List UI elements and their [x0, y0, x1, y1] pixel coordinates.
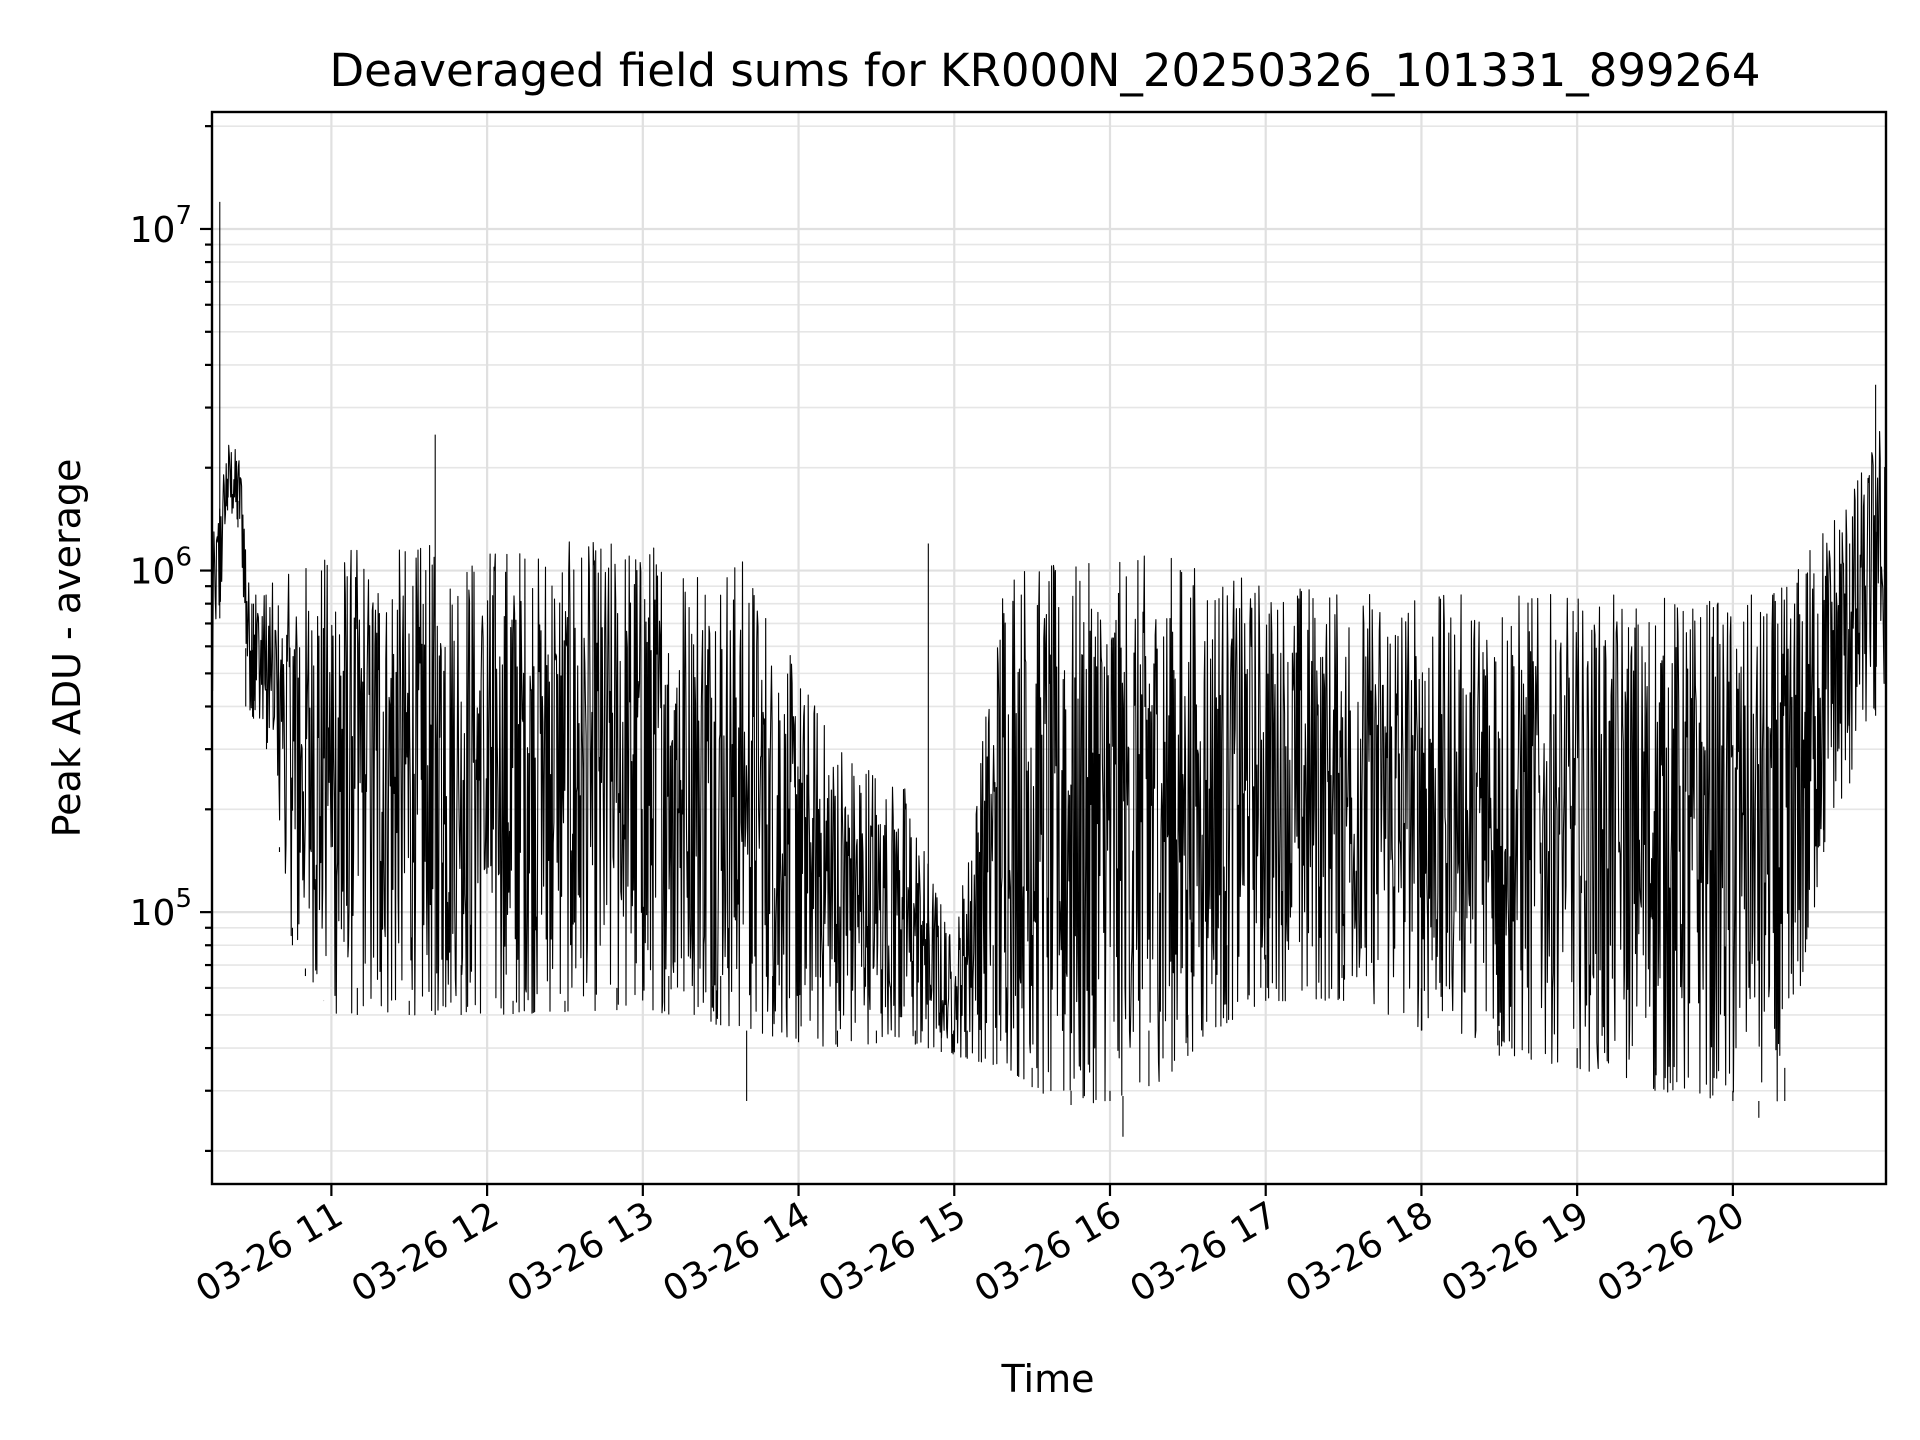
y-tick-label: 105: [130, 884, 192, 934]
plot-frame: [210, 110, 1888, 1186]
y-axis-label: Peak ADU - average: [45, 459, 89, 838]
series-line: [211, 430, 1887, 1104]
y-axis: 105 106 107: [130, 125, 212, 1152]
y-tick-label: 106: [130, 543, 192, 593]
series-layer: [211, 201, 1887, 1137]
x-axis-label: Time: [1001, 1357, 1095, 1401]
chart-title: Deaveraged field sums for KR000N_2025032…: [330, 44, 1761, 97]
y-tick-label: 107: [130, 201, 192, 251]
